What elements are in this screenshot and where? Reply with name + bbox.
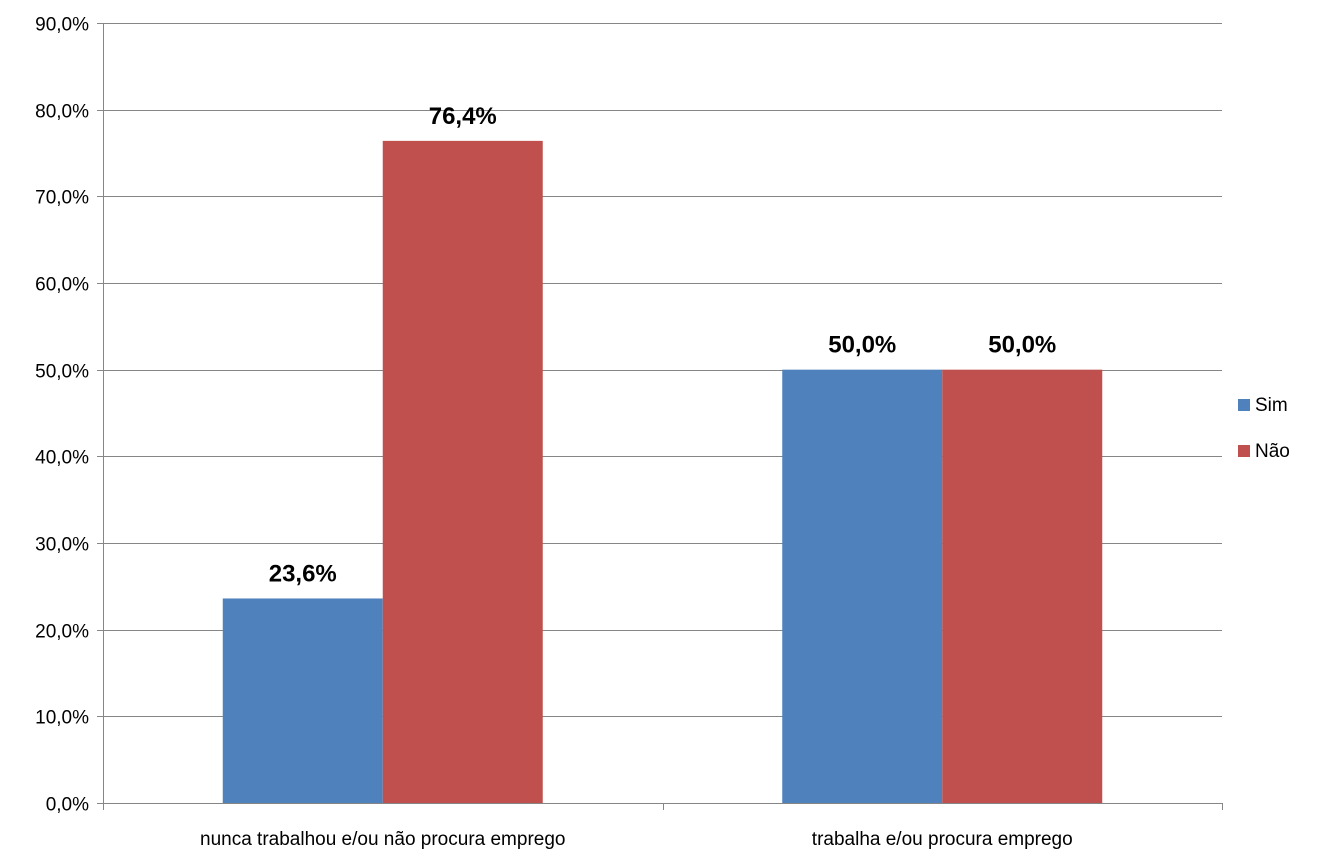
legend-swatch [1238,445,1250,457]
data-label: 50,0% [988,332,1056,359]
y-tick-label: 0,0% [46,795,89,816]
legend-label: Não [1255,441,1290,462]
bar-nao-0 [382,140,543,803]
y-tick-label: 90,0% [35,15,89,36]
legend-label: Sim [1255,395,1288,416]
y-tick-label: 80,0% [35,102,89,123]
y-tick-label: 20,0% [35,622,89,643]
x-category-label: trabalha e/ou procura emprego [812,829,1073,850]
data-label: 76,4% [429,103,497,130]
data-labels: 23,6% 76,4% 50,0% 50,0% [269,103,1057,588]
bar-sim-1 [782,369,943,803]
legend-swatch [1238,399,1250,411]
data-label: 50,0% [828,332,896,359]
y-tick-label: 40,0% [35,448,89,469]
data-label: 23,6% [269,560,337,587]
legend: Sim Não [1238,395,1290,462]
y-tick-label: 50,0% [35,362,89,383]
y-tick-label: 70,0% [35,188,89,209]
x-category-label: nunca trabalhou e/ou não procura emprego [200,829,565,850]
axes: 0,0% 10,0% 20,0% 30,0% 40,0% 50,0% 60,0% 70,0% 8… [35,15,1223,850]
bars [222,140,1103,803]
y-tick-label: 30,0% [35,535,89,556]
bar-sim-0 [222,598,383,803]
y-tick-label: 60,0% [35,275,89,296]
y-tick-label: 10,0% [35,708,89,729]
bar-nao-1 [942,369,1103,803]
